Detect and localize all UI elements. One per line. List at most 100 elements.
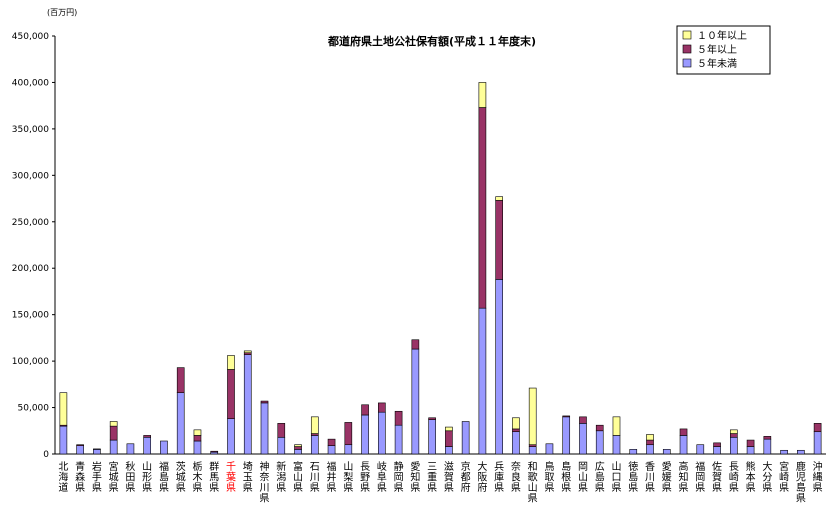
bar-segment — [612, 435, 621, 455]
category-label: 大阪府 — [477, 460, 487, 494]
category-label: 京都府 — [461, 460, 471, 494]
bar-segment — [729, 433, 738, 438]
category-label: 佐賀県 — [712, 461, 722, 494]
category-label: 北海道 — [58, 461, 68, 494]
bar-segment — [495, 196, 503, 201]
category-label: 茨城県 — [176, 460, 186, 494]
bar-segment — [193, 435, 202, 442]
bar-segment — [126, 443, 135, 455]
bar-segment — [780, 449, 788, 455]
bar-segment — [59, 425, 68, 455]
y-tick-label: 0 — [43, 450, 49, 460]
category-label: 香川県 — [645, 461, 655, 494]
category-label: 埼玉県 — [243, 460, 253, 494]
bar-segment — [310, 435, 319, 455]
y-tick-label: 100,000 — [12, 357, 49, 367]
bar-segment — [378, 411, 386, 455]
bar-segment — [662, 449, 671, 455]
category-label: 滋賀県 — [444, 460, 454, 494]
legend-label: ５年以上 — [697, 43, 737, 56]
legend-box — [676, 25, 771, 75]
category-label: 秋田県 — [125, 460, 135, 494]
bar-segment — [696, 444, 705, 455]
bar-segment — [327, 438, 336, 446]
bar-segment — [378, 402, 386, 413]
bar-segment — [327, 445, 336, 455]
bar-segment — [528, 446, 537, 455]
bar-segment — [310, 416, 319, 434]
bar-segment — [243, 350, 252, 354]
category-label: 青森県 — [75, 460, 85, 494]
bar-segment — [411, 348, 420, 455]
bar-segment — [679, 428, 688, 436]
y-tick-label: 450,000 — [12, 32, 49, 42]
bar-segment — [646, 444, 654, 455]
bar-segment — [227, 355, 235, 370]
bar-segment — [646, 434, 654, 441]
bar-segment — [277, 436, 286, 455]
bar-segment — [797, 449, 805, 455]
category-label: 島根県 — [561, 460, 571, 494]
bar-segment — [109, 425, 118, 441]
bar-segment — [294, 446, 302, 450]
bar-segment — [361, 404, 369, 416]
bar-segment — [160, 440, 168, 455]
category-label: 山口県 — [611, 461, 621, 494]
y-tick-label: 150,000 — [12, 311, 49, 321]
category-label: 長野県 — [360, 461, 370, 494]
bar-segment — [143, 435, 152, 438]
category-label: 兵庫県 — [494, 460, 504, 494]
legend-label: １０年以上 — [697, 29, 747, 42]
legend-swatch — [682, 58, 692, 68]
bar-segment — [394, 410, 403, 426]
bar-segment — [193, 440, 202, 455]
bar-segment — [495, 279, 503, 455]
bar-segment — [646, 439, 654, 446]
category-label: 愛媛県 — [662, 460, 672, 494]
bar-segment — [344, 422, 353, 446]
bar-segment — [394, 424, 403, 455]
bar-segment — [461, 421, 470, 455]
bar-segment — [193, 429, 202, 436]
bar-segment — [277, 423, 286, 438]
bar-segment — [344, 444, 353, 455]
category-label: 神奈川県 — [260, 460, 270, 505]
bar-segment — [713, 442, 721, 447]
bar-segment — [76, 444, 84, 446]
bar-segment — [512, 431, 520, 455]
category-labels: 北海道青森県岩手県宮城県秋田県山形県福島県茨城県栃木県群馬県千葉県埼玉県神奈川県… — [58, 460, 822, 505]
category-label: 福岡県 — [695, 460, 705, 494]
category-label: 熊本県 — [746, 460, 756, 494]
bar-segment — [76, 445, 84, 455]
y-tick-label: 50,000 — [18, 404, 50, 414]
category-label: 広島県 — [595, 460, 605, 494]
bar-segment — [478, 307, 487, 455]
category-label: 岐阜県 — [377, 460, 387, 494]
category-label: 群馬県 — [209, 460, 219, 494]
category-label: 静岡県 — [394, 460, 404, 494]
bar-segment — [528, 387, 537, 446]
category-label: 新潟県 — [276, 460, 286, 494]
unit-label: (百万円) — [47, 8, 77, 17]
bar-segment — [445, 430, 453, 447]
bar-segment — [411, 339, 420, 350]
category-label: 三重県 — [427, 462, 437, 494]
bar-segment — [428, 419, 436, 455]
bar-segment — [210, 450, 219, 453]
y-tick-label: 200,000 — [12, 264, 49, 274]
bar-segment — [813, 431, 822, 455]
category-label: 鳥取県 — [544, 460, 554, 494]
category-label: 栃木県 — [192, 460, 202, 494]
category-label: 奈良県 — [511, 460, 521, 494]
bar-segment — [763, 438, 772, 455]
bar-segment — [729, 436, 738, 455]
legend-label: ５年未満 — [697, 57, 737, 70]
category-label: 和歌山県 — [528, 461, 538, 505]
legend-swatch — [682, 30, 692, 40]
bar-segment — [729, 429, 738, 434]
bar-segment — [595, 424, 604, 432]
bar-segment — [629, 449, 638, 455]
bar-segment — [243, 354, 252, 455]
